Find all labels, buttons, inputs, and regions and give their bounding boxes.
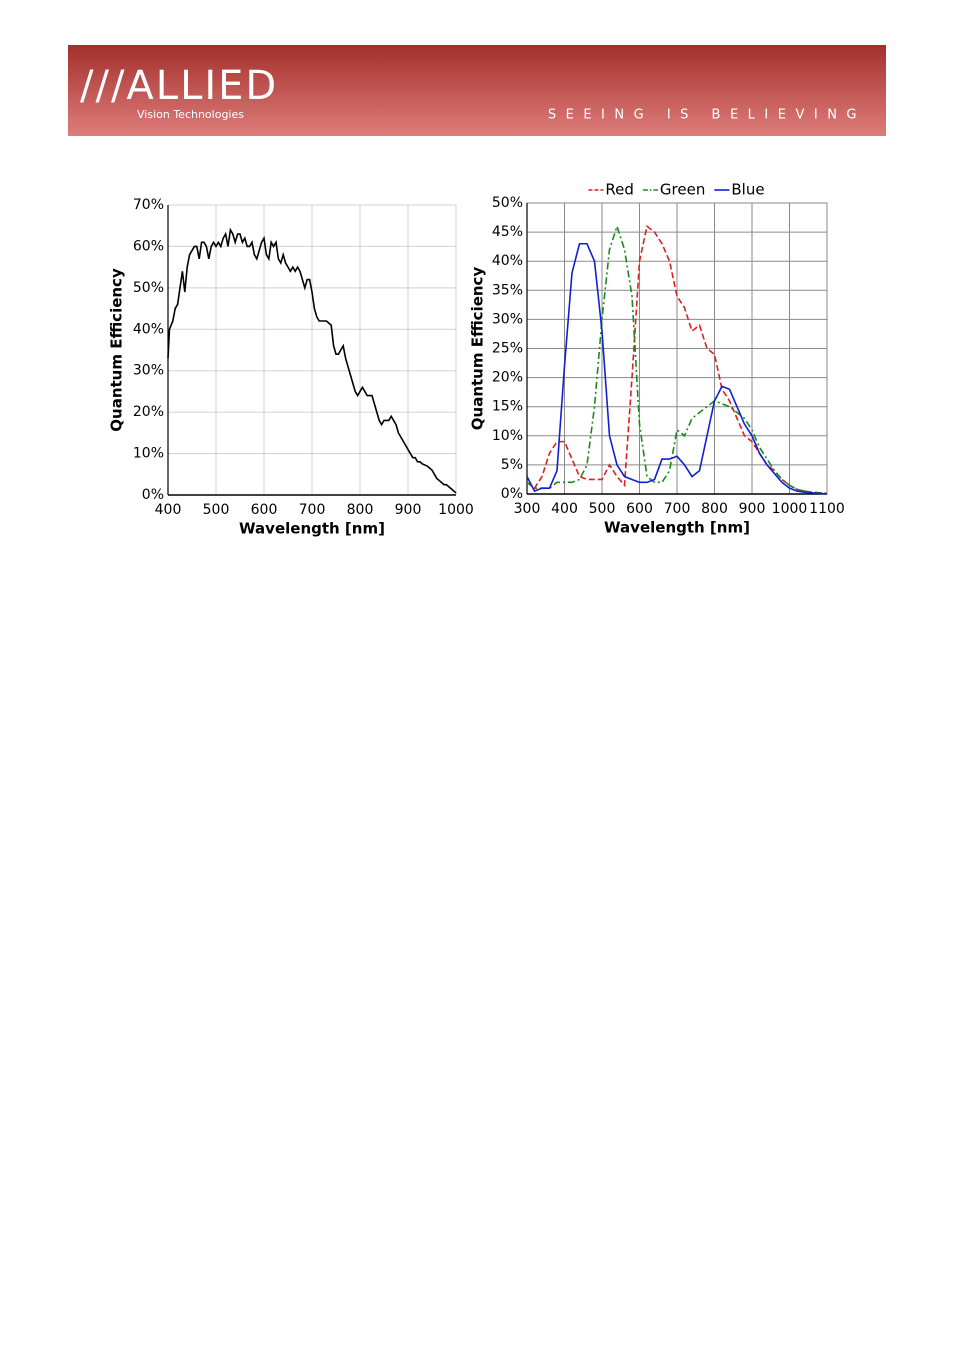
tagline: SEEING IS BELIEVING — [548, 108, 866, 123]
x-axis-title: Wavelength [nm] — [239, 520, 385, 538]
y-tick-label: 40% — [133, 321, 164, 337]
y-tick-label: 25% — [492, 341, 523, 357]
y-tick-label: 50% — [133, 280, 164, 296]
y-axis-title: Quantum Efficiency — [469, 267, 487, 431]
x-tick-label: 800 — [347, 502, 374, 518]
y-axis-title: Quantum Efficiency — [108, 268, 126, 432]
header-band — [68, 45, 886, 136]
y-tick-label: 50% — [492, 195, 523, 211]
series-line — [526, 242, 828, 495]
y-tick-label: 45% — [492, 224, 523, 240]
x-tick-label: 700 — [664, 501, 691, 517]
x-tick-label: 300 — [514, 501, 541, 517]
legend-label: Green — [660, 181, 705, 199]
y-tick-label: 10% — [133, 446, 164, 462]
y-tick-label: 20% — [133, 404, 164, 420]
x-tick-label: 400 — [551, 501, 578, 517]
x-tick-label: 700 — [299, 502, 326, 518]
legend-label: Red — [605, 181, 634, 199]
series-line — [526, 223, 828, 495]
x-tick-label: 1000 — [438, 502, 474, 518]
x-tick-label: 400 — [155, 502, 182, 518]
x-tick-label: 500 — [203, 502, 230, 518]
logo: ///ALLIED — [80, 63, 278, 109]
x-tick-label: 600 — [251, 502, 278, 518]
y-tick-label: 0% — [501, 486, 523, 502]
legend-label: Blue — [731, 181, 764, 199]
y-tick-label: 60% — [133, 238, 164, 254]
y-tick-label: 70% — [133, 197, 164, 213]
y-tick-label: 15% — [492, 399, 523, 415]
y-tick-label: 0% — [142, 487, 164, 503]
x-tick-label: 600 — [626, 501, 653, 517]
y-tick-label: 10% — [492, 428, 523, 444]
y-tick-label: 30% — [133, 363, 164, 379]
series-line — [167, 227, 457, 494]
logo-subtitle: Vision Technologies — [137, 108, 244, 121]
y-tick-label: 20% — [492, 370, 523, 386]
y-tick-label: 5% — [501, 457, 523, 473]
x-axis-title: Wavelength [nm] — [604, 519, 750, 537]
x-tick-label: 1000 — [772, 501, 808, 517]
x-tick-label: 500 — [589, 501, 616, 517]
y-tick-label: 35% — [492, 282, 523, 298]
x-tick-label: 1100 — [809, 501, 845, 517]
x-tick-label: 800 — [701, 501, 728, 517]
x-tick-label: 900 — [395, 502, 422, 518]
y-tick-label: 40% — [492, 253, 523, 269]
y-tick-label: 30% — [492, 311, 523, 327]
x-tick-label: 900 — [739, 501, 766, 517]
